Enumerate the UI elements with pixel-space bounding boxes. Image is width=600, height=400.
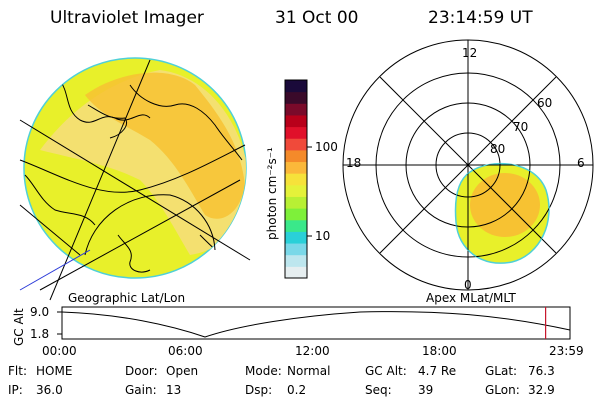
altitude-tick-label: 1.8 [30,327,50,341]
polar-axis-diagonal [379,76,557,254]
meridian-line [49,59,151,301]
meridian-line [39,179,241,291]
flight-label: Flt: [8,364,27,378]
altitude-frame [61,306,571,340]
colorbar-segment [285,231,307,244]
colorbar-segment [285,114,307,128]
latitude-circle [19,144,246,193]
coastline [24,174,96,226]
door-value: Open [166,364,199,378]
mlt-label-6: 6 [577,156,585,170]
instrument-title: Ultraviolet Imager [50,8,204,28]
colorbar-segment [285,173,307,186]
altitude-strip [57,306,571,340]
colorbar-segment [285,184,307,197]
coastline [59,79,151,123]
colorbar [284,79,308,279]
mlt-label-12: 12 [462,46,478,60]
colorbar-segment [285,196,307,209]
colorbar-segment [285,138,307,151]
time-tick-label: 12:00 [295,344,330,358]
glon-label: GLon: [485,383,520,397]
door-label: Door: [125,364,158,378]
polar-plot [342,39,594,291]
mode-value: Normal [287,364,331,378]
colorbar-tick-label: 100 [315,140,338,154]
colorbar-segment [285,80,307,93]
ip-label: IP: [8,383,23,397]
terminator-line [19,249,91,291]
gc-alt-value: 4.7 Re [418,364,457,378]
altitude-curve [61,311,571,338]
latitude-label-70: 70 [513,120,529,134]
colorbar-segment [285,219,307,232]
meridian-line [19,119,251,261]
latitude-label-60: 60 [537,96,553,110]
colorbar-frame [284,79,308,279]
geographic-image [19,57,251,301]
altitude-axis-label: GC Alt [12,308,26,346]
meridian-line [19,204,81,256]
altitude-tick-label: 9.0 [30,305,50,319]
emission-core [85,72,245,219]
gain-label: Gain: [125,383,157,397]
mlt-label-18: 18 [346,156,362,170]
seq-value: 39 [418,383,434,397]
colorbar-segment [285,91,307,104]
left-panel-caption: Geographic Lat/Lon [68,291,186,305]
time-tick-label: 18:00 [422,344,457,358]
latitude-label-80: 80 [490,142,506,156]
colorbar-segment [285,126,307,139]
glat-value: 76.3 [528,364,555,378]
seq-label: Seq: [365,383,392,397]
glat-label: GLat: [485,364,518,378]
colorbar-segment [285,208,307,221]
time-tick-label: 00:00 [42,344,77,358]
colorbar-tick-label: 10 [315,229,331,243]
glon-value: 32.9 [528,383,555,397]
time-tick-label: 06:00 [168,344,203,358]
flight-value: HOME [36,364,73,378]
latitude-circle [84,194,216,256]
oval-core [470,173,540,237]
time-tick-label: 23:59 [549,344,584,358]
coastline [117,234,151,273]
colorbar-segment [285,161,307,174]
colorbar-segment [285,254,307,267]
colorbar-unit-label: photon cm⁻²s⁻¹ [265,147,279,240]
coastline [129,84,243,161]
observation-time: 23:14:59 UT [428,8,533,28]
gain-value: 13 [166,383,182,397]
mode-label: Mode: [245,364,282,378]
right-panel-caption: Apex MLat/MLT [426,291,516,305]
colorbar-segment [285,103,307,116]
gc-alt-label: GC Alt: [365,364,407,378]
colorbar-segment [285,243,307,256]
dsp-label: Dsp: [245,383,273,397]
mlt-label-0: 0 [464,278,472,292]
colorbar-segment [285,149,307,163]
ip-value: 36.0 [36,383,63,397]
observation-date: 31 Oct 00 [275,8,359,28]
dsp-value: 0.2 [287,383,307,397]
colorbar-segment [285,266,307,279]
